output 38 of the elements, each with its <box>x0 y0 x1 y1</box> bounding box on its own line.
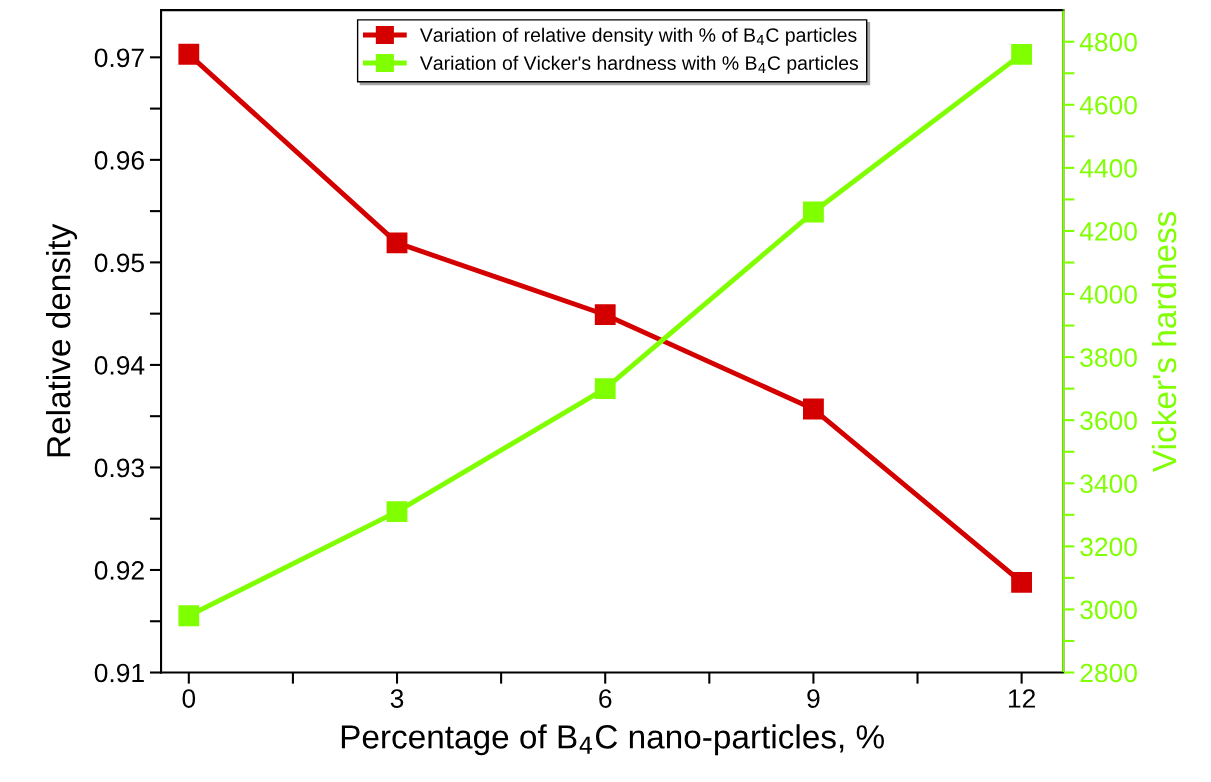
point <box>178 605 200 627</box>
y-tick-label: 0.95 <box>94 253 144 273</box>
x-tick-label: 6 <box>599 689 612 708</box>
x-tick-label: 3 <box>390 689 404 708</box>
y2-tick-label: 4800 <box>1079 32 1137 52</box>
y-tick-label: 0.97 <box>94 48 144 68</box>
point <box>803 398 824 420</box>
y-tick-label: 0.91 <box>94 663 144 683</box>
y-tick-label: 0.96 <box>94 151 144 170</box>
y2-tick-label: 3000 <box>1080 600 1137 620</box>
x-axis-title: Percentage of B$_{4}$C nano-particles, % <box>341 724 884 756</box>
y-tick-label: 0.92 <box>94 561 144 580</box>
point <box>178 43 200 65</box>
y2-tick-label: 3600 <box>1080 411 1137 431</box>
point <box>803 201 824 223</box>
y2-tick-label: 3800 <box>1080 348 1137 367</box>
point <box>386 232 408 254</box>
y2-tick-label: 4600 <box>1079 95 1137 115</box>
legend-label: Variation of Vicker's hardness with % B$_{4}$C particles <box>419 55 859 74</box>
point <box>386 501 408 523</box>
y2-tick-label: 4200 <box>1079 222 1137 241</box>
y2-tick-label: 3400 <box>1080 474 1137 494</box>
point <box>594 304 616 326</box>
point <box>1011 43 1033 65</box>
x-tick-label: 9 <box>807 689 820 708</box>
y2-tick-label: 2800 <box>1080 663 1137 683</box>
y2-tick-label: 3200 <box>1080 537 1137 557</box>
y-axis-title: Relative density <box>46 223 78 457</box>
y-tick-label: 0.94 <box>94 356 145 375</box>
point <box>1011 571 1033 593</box>
y2-axis-title: Vicker's hardness <box>1151 211 1177 472</box>
y-tick-label: 0.93 <box>94 458 144 478</box>
legend-label: Variation of relative density with % of B$_{4}$C particles <box>419 27 857 46</box>
y2-tick-label: 4000 <box>1079 285 1137 304</box>
x-tick-label: 0 <box>182 689 196 708</box>
x-tick-label: 12 <box>1008 689 1035 708</box>
y2-tick-label: 4400 <box>1079 159 1137 178</box>
point <box>594 378 616 400</box>
